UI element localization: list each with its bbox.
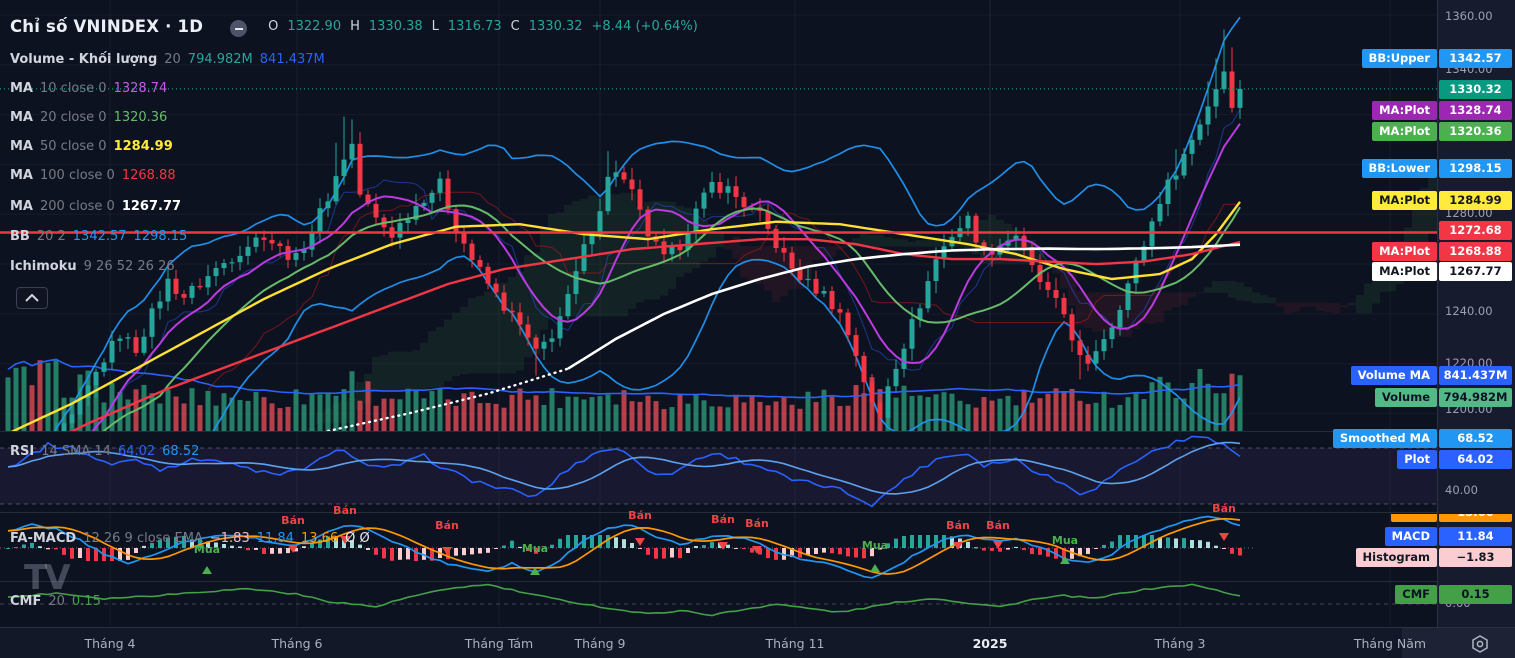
macd-legend[interactable]: FA-MACD 12 26 9 close EMA −1.83 11.84 13… — [10, 531, 370, 546]
legend-ma20[interactable]: MA 20 close 0 1320.36 — [10, 110, 168, 125]
symbol-title[interactable]: Chỉ số VNINDEX · 1D — [10, 17, 204, 36]
axis-price-label: 1220.00 — [1445, 356, 1493, 370]
ohlc-readout: O 1322.90 H 1330.38 L 1316.73 C 1330.32 +8.4… — [268, 19, 698, 34]
legend-ma100[interactable]: MA 100 close 0 1268.88 — [10, 168, 176, 183]
price-axis[interactable]: 1360.00 1340.00 1280.00 1240.00 1220.00 1200.… — [1437, 0, 1515, 627]
time-axis-label: Tháng 4 — [84, 636, 136, 651]
axis-settings-cell[interactable] — [1402, 628, 1515, 658]
legend-volume[interactable]: Volume - Khối lượng 20 794.982M 841.437M — [10, 52, 325, 67]
minus-circle-icon[interactable] — [230, 20, 247, 37]
time-axis-label: Tháng Năm — [1353, 636, 1427, 651]
time-axis-label: Tháng 11 — [765, 636, 825, 651]
time-axis-label: Tháng Tám — [464, 636, 534, 651]
settings-icon[interactable] — [1470, 634, 1490, 654]
chevron-up-icon — [25, 294, 39, 302]
legend-bb[interactable]: BB 20 2 1342.57 1298.15 — [10, 229, 188, 244]
time-axis-label: Tháng 6 — [271, 636, 323, 651]
legend-ichimoku[interactable]: Ichimoku 9 26 52 26 26 — [10, 259, 175, 274]
time-axis-label: Tháng 9 — [574, 636, 626, 651]
rsi-legend[interactable]: RSI 14 SMA 14 64.02 68.52 — [10, 444, 200, 459]
tradingview-watermark: TV — [24, 558, 70, 598]
axis-price-label: 1280.00 — [1445, 206, 1493, 220]
time-axis-label: 2025 — [972, 636, 1008, 651]
legend-ma50[interactable]: MA 50 close 0 1284.99 — [10, 139, 173, 154]
chart-canvas[interactable] — [0, 0, 1437, 627]
time-axis[interactable]: Tháng 4 Tháng 6 Tháng Tám Tháng 9 Tháng 11 20… — [0, 627, 1515, 658]
time-axis-label: Tháng 3 — [1154, 636, 1206, 651]
axis-price-label: 1240.00 — [1445, 304, 1493, 318]
cmf-legend[interactable]: CMF 20 0.15 — [10, 594, 101, 609]
change-value: +8.44 (+0.64%) — [591, 19, 698, 34]
axis-price-label: 1360.00 — [1445, 9, 1493, 23]
legend-ma200[interactable]: MA 200 close 0 1267.77 — [10, 199, 182, 214]
legend-ma10[interactable]: MA 10 close 0 1328.74 — [10, 81, 168, 96]
axis-price-label: 40.00 — [1445, 483, 1478, 497]
axis-price-label: 1200.00 — [1445, 402, 1493, 416]
axis-price-label: 1340.00 — [1445, 62, 1493, 76]
axis-price-label: 0.00 — [1445, 596, 1471, 610]
collapse-pane-button[interactable] — [16, 287, 48, 309]
